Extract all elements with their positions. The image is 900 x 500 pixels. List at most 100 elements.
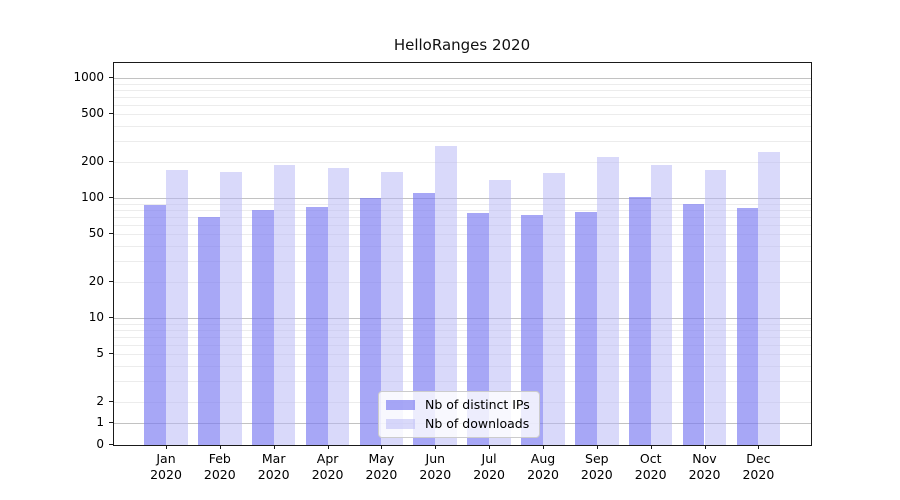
bar-downloads-may — [381, 171, 404, 445]
x-tick-label-dec: Dec 2020 — [742, 451, 775, 482]
legend-row-downloads: Nb of downloads — [386, 416, 530, 431]
x-tick-label-aug: Aug 2020 — [527, 451, 559, 482]
y-tick-label-5: 5 — [96, 346, 104, 361]
gridline-minor-80 — [114, 209, 811, 211]
gridline-minor-60 — [114, 224, 811, 226]
x-tick-label-sep: Sep 2020 — [580, 451, 613, 482]
x-tick-label-apr: Apr 2020 — [311, 451, 344, 482]
x-tick-mark-dec — [758, 445, 760, 449]
chart-title: HelloRanges 2020 — [393, 36, 531, 54]
bar-downloads-nov — [704, 170, 727, 445]
x-tick-mark-nov — [704, 445, 706, 449]
x-tick-mark-oct — [650, 445, 652, 449]
y-tick-label-20: 20 — [88, 273, 104, 288]
gridline-minor-9 — [114, 323, 811, 325]
y-tick-mark-2 — [109, 400, 113, 402]
gridline-minor-300 — [114, 140, 811, 142]
gridline-minor-500 — [114, 114, 811, 116]
gridline-minor-70 — [114, 216, 811, 218]
x-tick-label-jun: Jun 2020 — [419, 451, 452, 482]
bar-distinct-ips-may — [359, 198, 382, 445]
gridline-minor-40 — [114, 245, 811, 247]
gridline-minor-600 — [114, 104, 811, 106]
gridline-minor-20 — [114, 281, 811, 283]
gridline-minor-8 — [114, 329, 811, 331]
x-tick-label-oct: Oct 2020 — [634, 451, 667, 482]
gridline-minor-6 — [114, 344, 811, 346]
y-tick-label-2: 2 — [96, 393, 104, 408]
y-tick-label-1: 1 — [96, 415, 104, 430]
y-tick-label-200: 200 — [81, 153, 104, 168]
y-tick-mark-5 — [109, 353, 113, 355]
legend-label-distinct-ips: Nb of distinct IPs — [425, 397, 530, 412]
x-tick-label-jul: Jul 2020 — [473, 451, 505, 482]
gridline-minor-800 — [114, 89, 811, 91]
y-tick-mark-20 — [109, 280, 113, 282]
gridline-major-10 — [114, 318, 811, 319]
x-tick-mark-jun — [435, 445, 437, 449]
x-tick-mark-jul — [489, 445, 491, 449]
bar-downloads-mar — [273, 165, 296, 445]
gridline-minor-50 — [114, 234, 811, 236]
gridline-minor-400 — [114, 125, 811, 127]
x-tick-mark-jan — [166, 445, 167, 449]
bar-distinct-ips-feb — [198, 216, 220, 445]
bar-distinct-ips-oct — [628, 197, 651, 445]
x-tick-label-may: May 2020 — [365, 451, 398, 482]
bar-downloads-jun — [435, 146, 458, 445]
y-tick-mark-1000 — [109, 77, 113, 78]
y-tick-label-0: 0 — [96, 437, 104, 451]
gridline-minor-700 — [114, 96, 811, 98]
bar-distinct-ips-jan — [144, 204, 166, 445]
bar-downloads-feb — [219, 171, 242, 445]
bar-distinct-ips-dec — [736, 208, 759, 445]
y-tick-mark-1 — [109, 422, 113, 424]
gridline-minor-5 — [114, 354, 811, 356]
bar-downloads-dec — [758, 151, 781, 445]
bar-downloads-aug — [542, 172, 565, 445]
y-tick-label-50: 50 — [88, 226, 104, 241]
gridline-minor-90 — [114, 203, 811, 205]
legend-swatch-distinct-ips — [386, 399, 415, 410]
bar-downloads-jul — [489, 179, 511, 445]
gridline-major-1000 — [114, 78, 811, 79]
y-tick-mark-500 — [109, 113, 113, 115]
gridline-minor-4 — [114, 365, 811, 367]
y-tick-label-1000: 1000 — [73, 70, 104, 84]
y-tick-label-10: 10 — [88, 310, 104, 324]
y-tick-mark-10 — [109, 317, 113, 318]
bar-downloads-apr — [327, 168, 350, 445]
legend-label-downloads: Nb of downloads — [425, 416, 530, 431]
gridline-minor-7 — [114, 336, 811, 338]
bar-distinct-ips-mar — [251, 209, 274, 445]
bar-downloads-sep — [596, 157, 619, 445]
plot-area — [113, 62, 812, 446]
gridline-minor-900 — [114, 83, 811, 85]
gridline-major-100 — [114, 198, 811, 199]
x-tick-label-nov: Nov 2020 — [688, 451, 721, 482]
x-tick-mark-may — [381, 445, 383, 449]
legend: Nb of distinct IPs Nb of downloads — [378, 391, 540, 438]
y-tick-label-500: 500 — [81, 106, 104, 121]
x-tick-label-mar: Mar 2020 — [257, 451, 290, 482]
gridline-minor-30 — [114, 260, 811, 262]
x-tick-label-feb: Feb 2020 — [203, 451, 236, 482]
bar-distinct-ips-aug — [521, 215, 543, 445]
x-tick-mark-aug — [543, 445, 544, 449]
y-tick-mark-200 — [109, 160, 113, 162]
bar-distinct-ips-nov — [682, 203, 705, 445]
bar-distinct-ips-sep — [575, 211, 597, 445]
bar-distinct-ips-jul — [467, 213, 490, 445]
bar-downloads-jan — [166, 170, 188, 445]
gridline-minor-200 — [114, 161, 811, 163]
y-tick-mark-50 — [109, 233, 113, 235]
x-tick-mark-sep — [596, 445, 598, 449]
legend-swatch-downloads — [386, 418, 415, 429]
x-tick-mark-apr — [327, 445, 329, 449]
bar-downloads-oct — [650, 164, 673, 445]
y-tick-mark-100 — [109, 197, 113, 198]
x-tick-mark-mar — [273, 445, 275, 449]
legend-row-ips: Nb of distinct IPs — [386, 397, 530, 412]
bar-distinct-ips-jun — [413, 193, 436, 445]
